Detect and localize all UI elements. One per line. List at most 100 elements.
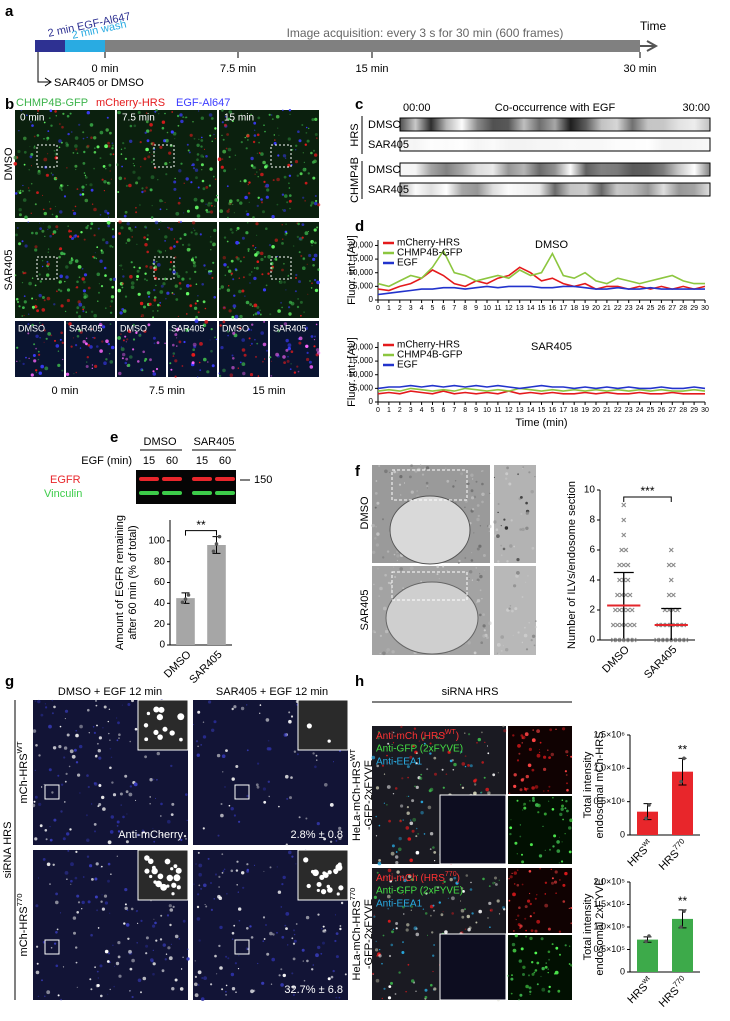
speck <box>75 877 78 880</box>
speck <box>153 337 156 340</box>
speck <box>196 144 199 147</box>
speck <box>568 826 571 829</box>
speck <box>272 933 274 935</box>
speck <box>229 199 233 203</box>
label: DMSO <box>120 323 147 333</box>
speck <box>107 182 110 185</box>
speck <box>314 279 316 281</box>
speck <box>131 236 133 238</box>
speck <box>293 958 296 961</box>
speck <box>479 575 482 578</box>
speck <box>501 525 502 526</box>
speck <box>236 884 238 886</box>
speck <box>509 900 511 902</box>
speck <box>144 243 147 246</box>
data-point <box>218 535 222 539</box>
speck <box>152 154 153 155</box>
speck <box>75 169 76 170</box>
speck <box>151 161 153 163</box>
speck <box>391 650 394 653</box>
speck <box>330 841 332 843</box>
speck <box>391 930 394 933</box>
speck <box>124 147 126 149</box>
speck <box>310 365 314 369</box>
speck <box>55 225 58 228</box>
speck <box>24 300 27 303</box>
speck <box>235 992 236 993</box>
speck <box>512 734 514 736</box>
label: Co-occurrence with EGF <box>495 102 616 114</box>
speck <box>225 956 227 958</box>
speck <box>279 281 280 282</box>
x-tick-label: 22 <box>614 407 622 414</box>
speck <box>269 356 271 358</box>
speck <box>253 990 255 992</box>
speck <box>126 923 130 927</box>
speck <box>164 343 166 345</box>
panel-letter: f <box>355 463 361 480</box>
speck <box>157 250 160 253</box>
speck <box>203 976 207 980</box>
label: 15 min <box>355 63 388 75</box>
vinculin-band <box>162 491 182 495</box>
data-point <box>644 940 648 944</box>
text-part: Anti-mCh (HRS <box>376 731 445 742</box>
speck <box>231 231 233 233</box>
data-point <box>647 934 651 938</box>
x-tick-label: 24 <box>636 407 644 414</box>
speck <box>535 930 538 933</box>
speck <box>451 896 455 900</box>
speck <box>187 949 188 950</box>
speck <box>269 932 273 936</box>
speck <box>489 531 490 532</box>
speck <box>175 212 179 216</box>
speck <box>133 266 135 268</box>
speck <box>22 282 23 283</box>
speck <box>248 184 249 185</box>
speck <box>45 703 46 704</box>
speck <box>90 123 94 127</box>
speck <box>182 116 183 117</box>
speck <box>172 293 173 294</box>
speck <box>565 750 568 753</box>
speck <box>490 910 491 911</box>
speck <box>129 990 130 991</box>
speck <box>140 166 141 167</box>
speck <box>112 142 114 144</box>
x-tick-label: 26 <box>658 305 666 312</box>
speck <box>48 248 49 249</box>
speck <box>476 567 477 568</box>
speck <box>281 242 284 245</box>
speck <box>496 534 500 538</box>
speck <box>127 703 130 706</box>
speck <box>42 260 43 261</box>
speck <box>32 306 35 309</box>
data-point <box>667 593 671 597</box>
speck <box>138 979 142 983</box>
speck <box>423 909 424 910</box>
speck <box>92 204 93 205</box>
data-point <box>215 542 219 546</box>
speck <box>87 145 90 148</box>
speck <box>317 914 319 916</box>
speck <box>518 906 521 909</box>
speck <box>287 356 289 358</box>
speck <box>488 525 491 528</box>
speck <box>284 176 287 179</box>
speck <box>228 209 229 210</box>
speck <box>64 746 67 749</box>
speck <box>532 635 535 638</box>
speck <box>328 977 331 980</box>
speck <box>176 241 179 244</box>
speck <box>218 157 222 161</box>
speck <box>299 337 303 341</box>
inset-spot <box>337 892 340 895</box>
speck <box>416 851 420 855</box>
speck <box>433 910 435 912</box>
label: siRNA HRS <box>2 822 14 879</box>
speck <box>15 234 18 237</box>
speck <box>122 287 124 289</box>
speck <box>221 988 223 990</box>
panel-letter: h <box>355 673 364 690</box>
speck <box>399 820 402 823</box>
